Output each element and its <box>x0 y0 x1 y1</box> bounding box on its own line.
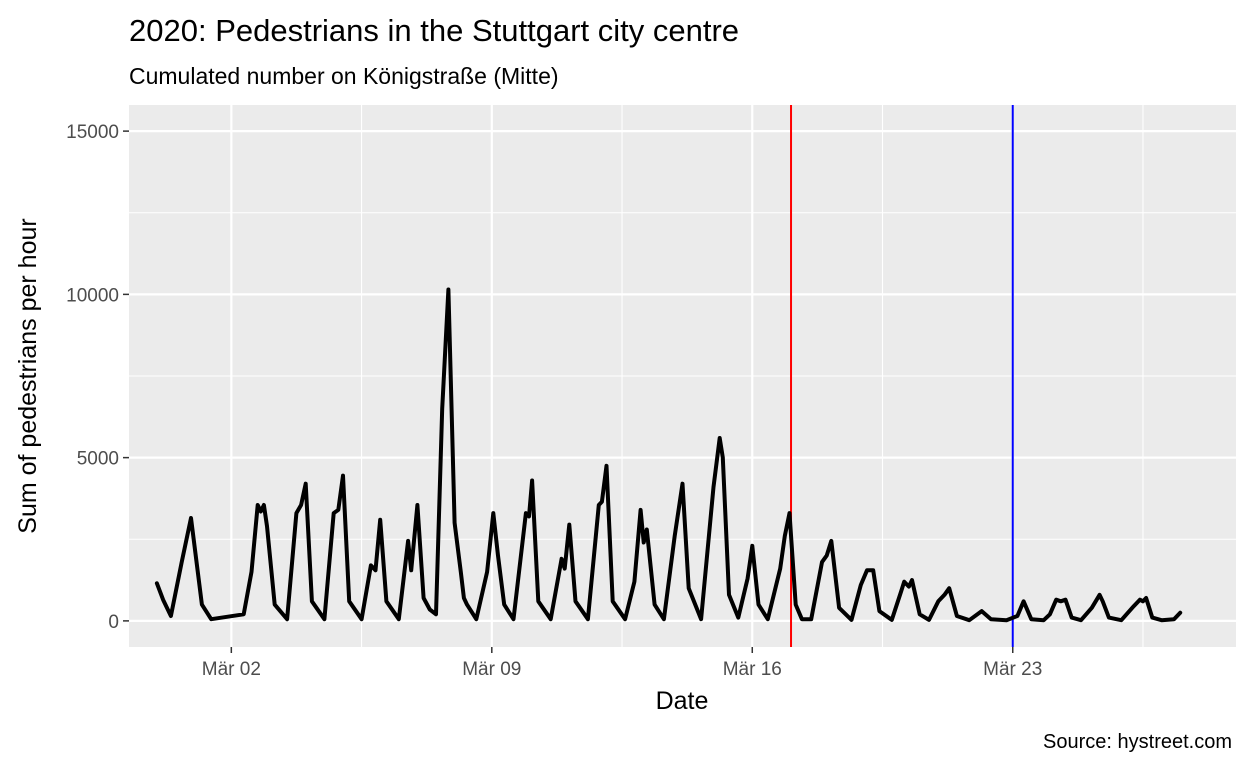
pedestrian-series-line <box>154 287 1183 623</box>
x-axis-title: Date <box>656 687 709 715</box>
chart-subtitle: Cumulated number on Königstraße (Mitte) <box>129 63 559 89</box>
chart-title: 2020: Pedestrians in the Stuttgart city … <box>129 13 739 48</box>
source-caption: Source: hystreet.com <box>1043 731 1232 753</box>
y-tick-label: 0 <box>108 612 119 633</box>
axes: 0 5000 10000 15000 Mär 02 Mär 09 Mär 16 Mär 23 <box>66 122 1042 680</box>
y-tick-label: 15000 <box>66 122 119 143</box>
series-layer <box>154 287 1183 623</box>
x-tick-label: Mär 09 <box>462 659 521 680</box>
y-tick-label: 10000 <box>66 285 119 306</box>
y-axis-title: Sum of pedestrians per hour <box>14 218 42 533</box>
y-tick-label: 5000 <box>77 449 119 470</box>
x-tick-label: Mär 23 <box>983 659 1042 680</box>
x-tick-label: Mär 16 <box>723 659 782 680</box>
x-tick-label: Mär 02 <box>202 659 261 680</box>
